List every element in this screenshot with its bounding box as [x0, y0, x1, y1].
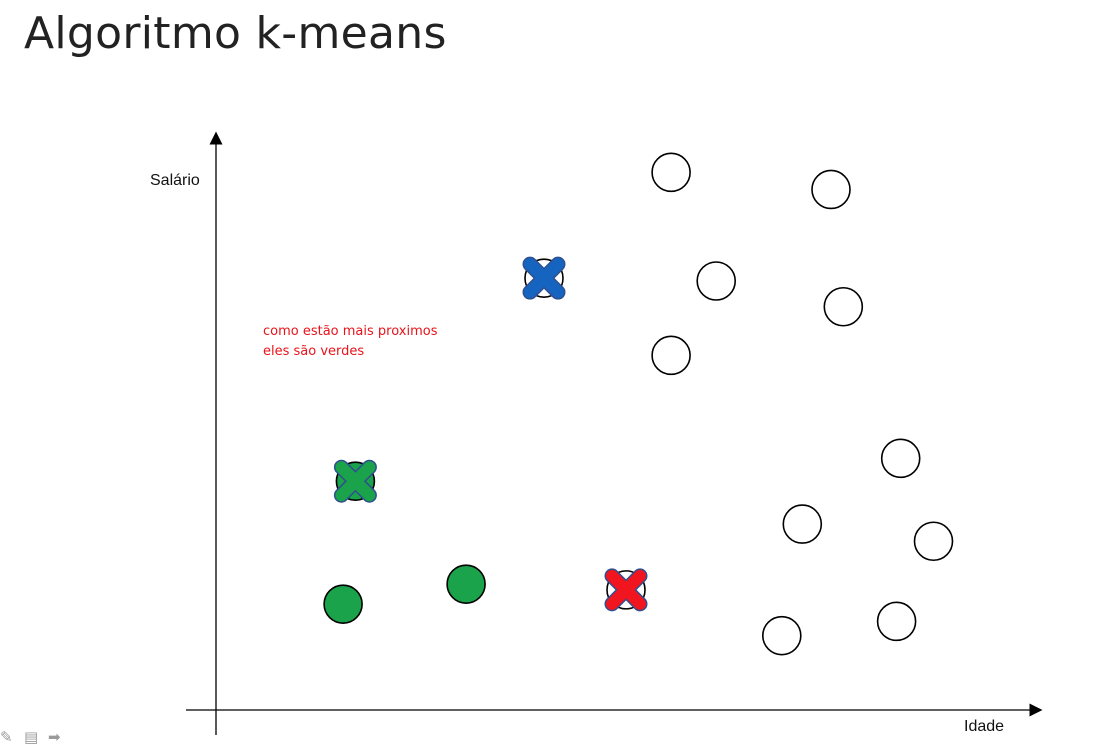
centroid-green [341, 467, 369, 495]
data-point-7 [697, 262, 735, 300]
centroid-red [612, 576, 640, 604]
data-point-10 [824, 288, 862, 326]
data-point-11 [882, 439, 920, 477]
notes-icon[interactable]: ▤ [24, 730, 44, 746]
data-point-15 [878, 602, 916, 640]
data-point-8 [652, 336, 690, 374]
centroid-blue [530, 264, 558, 292]
data-point-1 [324, 585, 362, 623]
data-point-2 [447, 565, 485, 603]
pen-icon[interactable]: ✎ [0, 730, 20, 746]
slide-toolbar: ✎ ▤ ➡ [0, 730, 68, 746]
data-point-13 [915, 522, 953, 560]
data-point-14 [763, 617, 801, 655]
data-point-9 [812, 170, 850, 208]
data-point-12 [783, 505, 821, 543]
data-point-6 [652, 153, 690, 191]
arrow-right-icon[interactable]: ➡ [48, 730, 68, 746]
